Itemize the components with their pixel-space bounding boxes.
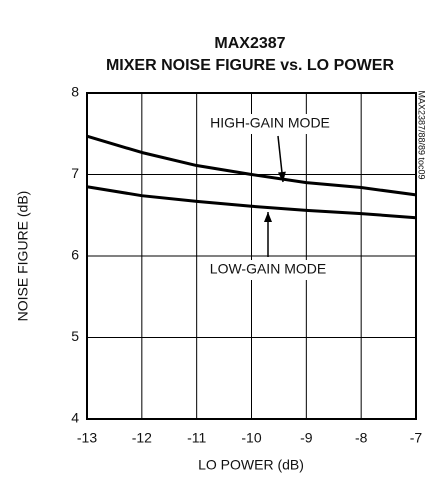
series-line xyxy=(86,134,417,197)
x-tick-label: -10 xyxy=(241,430,261,446)
y-tick-label: 5 xyxy=(71,328,79,344)
x-tick-label: -7 xyxy=(410,430,423,446)
x-tick-label: -12 xyxy=(132,430,152,446)
y-tick-label: 6 xyxy=(71,247,79,263)
x-axis-label: LO POWER (dB) xyxy=(198,457,304,473)
annotation: HIGH-GAIN MODE xyxy=(210,115,330,131)
x-tick-label: -9 xyxy=(300,430,313,446)
y-tick-label: 4 xyxy=(71,410,79,426)
x-tick-label: -8 xyxy=(355,430,368,446)
x-tick-label: -11 xyxy=(187,430,206,446)
annotation-bg xyxy=(203,260,333,280)
y-tick-label: 7 xyxy=(71,165,79,181)
arrow-head xyxy=(277,171,286,182)
chart-title: MAX2387 xyxy=(214,35,285,52)
y-tick-label: 8 xyxy=(71,84,79,100)
arrow-head xyxy=(264,212,272,222)
chart-subtitle: MIXER NOISE FIGURE vs. LO POWER xyxy=(106,57,394,74)
y-axis-label: NOISE FIGURE (dB) xyxy=(15,191,31,322)
plot-frame xyxy=(86,92,417,420)
annotation-bg xyxy=(205,114,335,134)
series-line xyxy=(86,185,417,220)
annotation: LOW-GAIN MODE xyxy=(210,261,326,277)
x-tick-label: -13 xyxy=(77,430,97,446)
side-note: MAX2387/88/89 toc09 xyxy=(417,90,427,179)
